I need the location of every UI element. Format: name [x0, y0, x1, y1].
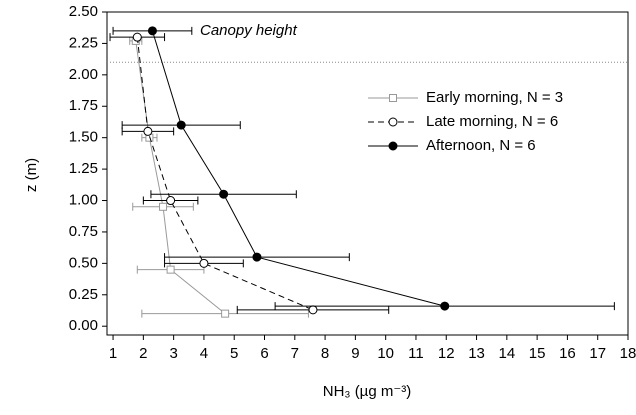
y-tick-label: 0.50 [69, 254, 98, 271]
y-tick-label: 0.75 [69, 223, 98, 240]
x-tick-label: 2 [139, 345, 147, 362]
legend-label: Early morning, N = 3 [426, 89, 563, 106]
x-tick-label: 14 [498, 345, 515, 362]
x-tick-label: 4 [200, 345, 208, 362]
x-tick-label: 15 [529, 345, 546, 362]
y-tick-label: 1.00 [69, 191, 98, 208]
data-point [219, 189, 229, 199]
legend-marker [388, 117, 398, 127]
annotation: Canopy height [200, 22, 298, 39]
legend-marker [389, 94, 397, 102]
x-axis-label: NH₃ (µg m⁻³) [323, 383, 412, 400]
series-line [135, 40, 226, 315]
data-point [166, 196, 176, 206]
x-tick-label: 7 [291, 345, 299, 362]
y-tick-label: 2.00 [69, 66, 98, 83]
data-point [252, 252, 262, 262]
data-point [159, 202, 168, 211]
x-tick-label: 8 [321, 345, 329, 362]
legend-label: Afternoon, N = 6 [426, 137, 536, 154]
legend-marker [388, 141, 398, 151]
x-tick-label: 10 [377, 345, 394, 362]
y-axis-label: z (m) [23, 158, 40, 192]
data-point [440, 301, 450, 311]
x-tick-label: 6 [260, 345, 268, 362]
data-point [176, 120, 186, 130]
y-tick-label: 1.50 [69, 129, 98, 146]
x-tick-label: 11 [408, 345, 424, 362]
y-tick-label: 1.25 [69, 160, 98, 177]
data-point [199, 258, 209, 268]
plot-frame [106, 11, 629, 336]
x-tick-label: 13 [468, 345, 485, 362]
data-point [147, 26, 157, 36]
x-tick-label: 5 [230, 345, 238, 362]
y-tick-label: 0.25 [69, 286, 98, 303]
y-tick-label: 2.50 [69, 3, 98, 20]
legend-label: Late morning, N = 6 [426, 113, 558, 130]
data-point [166, 265, 175, 274]
series-line [151, 30, 445, 307]
y-tick-label: 2.25 [69, 34, 98, 51]
y-tick-label: 1.75 [69, 97, 98, 114]
data-point [221, 309, 230, 318]
data-point [143, 126, 153, 136]
data-point [308, 305, 318, 315]
x-tick-label: 18 [620, 345, 636, 362]
x-tick-label: 17 [589, 345, 606, 362]
x-tick-label: 3 [169, 345, 177, 362]
x-tick-label: 12 [438, 345, 455, 362]
x-tick-label: 9 [351, 345, 359, 362]
x-tick-label: 16 [559, 345, 576, 362]
data-point [132, 32, 142, 42]
series-line [136, 37, 314, 311]
x-tick-label: 1 [109, 345, 117, 362]
y-tick-label: 0.00 [69, 317, 98, 334]
